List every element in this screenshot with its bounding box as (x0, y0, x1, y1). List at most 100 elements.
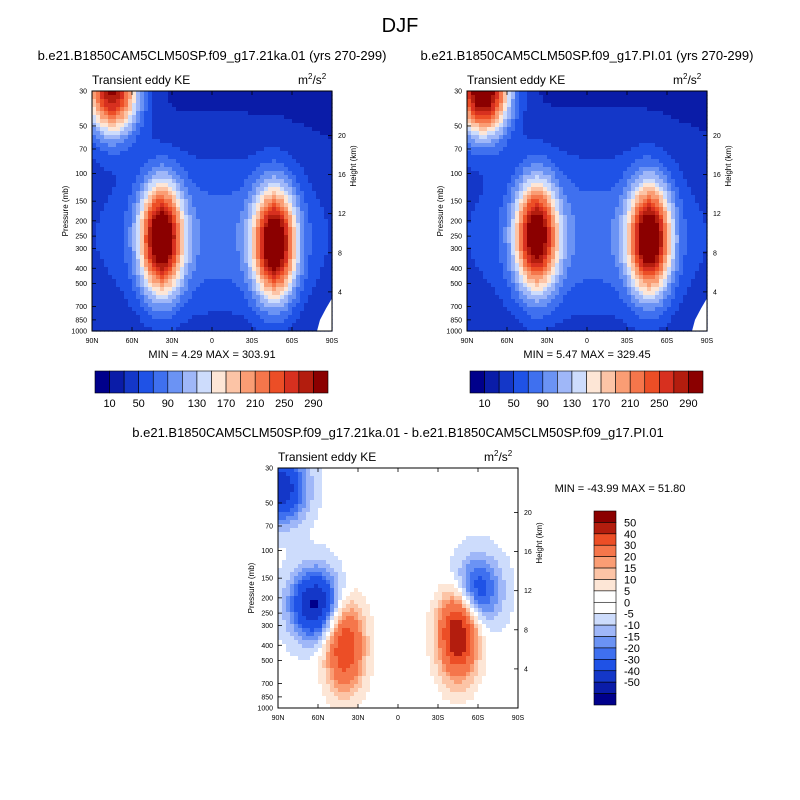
panel-pi-stats: MIN = 5.47 MAX = 329.45 (523, 349, 650, 361)
colorbar-swatch (557, 370, 573, 394)
xtick-label: 60S (472, 715, 485, 722)
panel-21ka-ylabel: Pressure (mb) (61, 185, 70, 236)
colorbar-swatch (240, 370, 256, 394)
colorbar-label: 170 (217, 398, 235, 410)
ytick-label: 100 (75, 171, 87, 178)
ytick-right-label: 16 (713, 172, 721, 179)
colorbar-label: -50 (624, 677, 640, 689)
panel-diff-ylabel-right: Height (km) (535, 522, 544, 564)
ytick-label: 150 (450, 199, 462, 206)
colorbar-swatch (593, 670, 617, 683)
ytick-label: 100 (450, 171, 462, 178)
colorbar-swatch (527, 370, 544, 394)
panel-pi-subtitle: Transient eddy KE (467, 73, 565, 87)
ytick-right-label: 12 (524, 588, 532, 595)
ytick-label: 500 (261, 658, 273, 665)
xtick-label: 30N (352, 715, 365, 722)
ytick-label: 200 (261, 595, 273, 602)
ytick-label: 250 (75, 234, 87, 241)
colorbar-label: -40 (624, 666, 640, 678)
ytick-label: 300 (75, 246, 87, 253)
xtick-label: 0 (585, 338, 589, 345)
ytick-label: 100 (261, 548, 273, 555)
colorbar-swatch (673, 370, 689, 394)
colorbar-label: 30 (624, 540, 636, 552)
colorbar-swatch (593, 647, 617, 660)
colorbar-swatch (593, 681, 617, 694)
colorbar-label: -30 (624, 654, 640, 666)
ytick-label: 1000 (257, 706, 273, 713)
panel-21ka-topography (317, 298, 332, 331)
colorbar-label: 130 (563, 398, 581, 410)
ytick-right-label: 16 (338, 172, 346, 179)
panel-21ka-units: m2/s2 (298, 72, 327, 87)
panel-diff: b.e21.B1850CAM5CLM50SP.f09_g17.21ka.01 -… (132, 425, 685, 722)
colorbar-swatch (593, 556, 617, 569)
panel-diff-subtitle: Transient eddy KE (278, 450, 376, 464)
ytick-label: 300 (450, 246, 462, 253)
ytick-right-label: 4 (338, 289, 342, 296)
figure-title: DJF (382, 15, 419, 37)
colorbar-swatch (167, 370, 183, 394)
xtick-label: 60N (126, 338, 139, 345)
ytick-label: 30 (265, 466, 273, 473)
colorbar-swatch (593, 579, 617, 592)
ytick-right-label: 4 (524, 666, 528, 673)
colorbar-swatch (225, 370, 241, 394)
colorbar-swatch (138, 370, 154, 394)
colorbar-swatch (211, 370, 227, 394)
colorbar-swatch (629, 370, 646, 394)
xtick-label: 90S (512, 715, 525, 722)
panel-pi-field (467, 91, 708, 332)
colorbar-swatch (109, 370, 125, 394)
colorbar-label: -5 (624, 609, 634, 621)
colorbar-swatch (284, 370, 300, 394)
ytick-label: 700 (261, 681, 273, 688)
colorbar-label: 170 (592, 398, 610, 410)
xtick-label: 60S (661, 338, 674, 345)
colorbar-label: 20 (624, 552, 636, 564)
ytick-label: 150 (261, 576, 273, 583)
panel-21ka-stats: MIN = 4.29 MAX = 303.91 (148, 349, 275, 361)
xtick-label: 0 (210, 338, 214, 345)
colorbar-swatch (513, 370, 529, 394)
colorbar-label: -20 (624, 643, 640, 655)
ytick-right-label: 4 (713, 289, 717, 296)
panel-pi-units: m2/s2 (673, 72, 702, 87)
colorbar-swatch (571, 370, 587, 394)
colorbar-swatch (298, 370, 314, 394)
colorbar-swatch (182, 370, 198, 394)
ytick-label: 850 (450, 317, 462, 324)
xtick-label: 60S (286, 338, 299, 345)
ytick-right-label: 20 (338, 133, 346, 140)
xtick-label: 30N (541, 338, 554, 345)
colorbar-label: 50 (508, 398, 520, 410)
ytick-right-label: 12 (338, 211, 346, 218)
ytick-label: 400 (261, 643, 273, 650)
xtick-label: 30N (166, 338, 179, 345)
ytick-label: 50 (79, 123, 87, 130)
colorbar-label: 5 (624, 586, 630, 598)
xtick-label: 60N (501, 338, 514, 345)
colorbar-swatch (542, 370, 558, 394)
ytick-label: 500 (75, 281, 87, 288)
ytick-right-label: 12 (713, 211, 721, 218)
colorbar-swatch (593, 601, 617, 615)
colorbar-label: 10 (103, 398, 115, 410)
colorbar-swatch (593, 567, 617, 580)
ytick-label: 150 (75, 199, 87, 206)
colorbar-swatch (593, 659, 617, 672)
ytick-label: 400 (75, 266, 87, 273)
colorbar-swatch (593, 693, 617, 706)
colorbar-swatch (469, 370, 485, 394)
colorbar-label: 90 (537, 398, 549, 410)
xtick-label: 0 (396, 715, 400, 722)
ytick-label: 70 (79, 146, 87, 153)
xtick-label: 90S (326, 338, 339, 345)
colorbar-swatch (593, 590, 617, 603)
panel-pi: b.e21.B1850CAM5CLM50SP.f09_g17.PI.01 (yr… (421, 48, 754, 410)
ytick-label: 850 (75, 317, 87, 324)
ytick-label: 1000 (71, 329, 87, 336)
ytick-right-label: 16 (524, 549, 532, 556)
